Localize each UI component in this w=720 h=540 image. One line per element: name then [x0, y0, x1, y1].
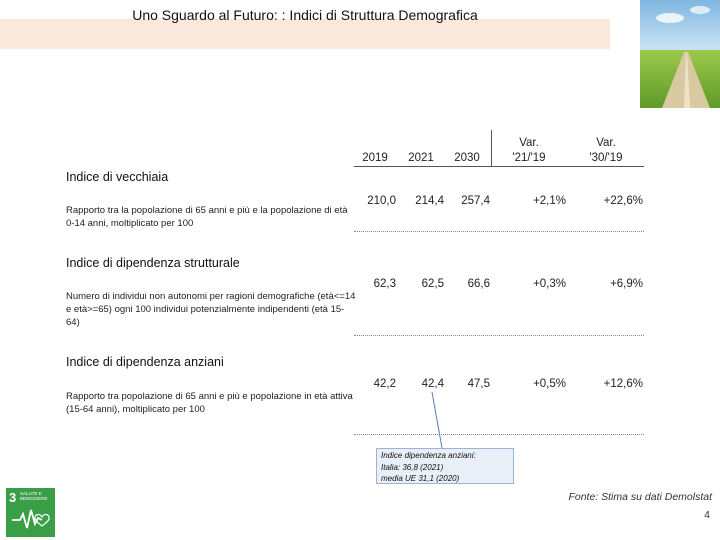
column-header-var-30-19-line1: Var. — [596, 137, 616, 149]
row-title-indice-vecchiaia: Indice di vecchiaia — [66, 170, 169, 184]
title-band — [0, 19, 610, 49]
column-header-2019: 2019 — [362, 152, 388, 164]
row-description-indice-vecchiaia: Rapporto tra la popolazione di 65 anni e… — [66, 205, 348, 229]
column-header-var-21-19-line2: '21/'19 — [512, 152, 546, 164]
heartbeat-icon — [12, 509, 50, 529]
value-cell: 210,0 — [367, 195, 396, 207]
header-rule — [354, 166, 644, 167]
row-title-indice-dipendenza-strutturale: Indice di dipendenza strutturale — [66, 256, 240, 270]
page-title: Uno Sguardo al Futuro: : Indici di Strut… — [132, 7, 478, 23]
value-cell: +2,1% — [533, 195, 566, 207]
callout-note: Indice dipendenza anziani: Italia: 36,8 … — [376, 448, 514, 484]
value-cell: 42,4 — [421, 378, 444, 390]
value-cell: +6,9% — [610, 278, 643, 290]
column-header-var-30-19: Var. '30/'19 — [578, 136, 634, 166]
row-description-indice-dipendenza-strutturale: Numero di individui non autonomi per rag… — [66, 291, 356, 328]
source-note: Fonte: Stima su dati Demolstat — [568, 491, 712, 503]
sdg-3-badge: 3 SALUTE E BENESSERE — [6, 488, 55, 537]
page-number: 4 — [704, 509, 710, 521]
value-cell: 62,5 — [421, 278, 444, 290]
road-landscape-image — [640, 0, 720, 108]
value-cell: +12,6% — [603, 378, 643, 390]
column-header-var-21-19-line1: Var. — [519, 137, 539, 149]
row-title-indice-dipendenza-anziani: Indice di dipendenza anziani — [66, 355, 224, 369]
row-divider — [354, 335, 644, 336]
header-separator — [491, 130, 492, 166]
column-header-var-21-19: Var. '21/'19 — [502, 136, 556, 166]
sdg-number: 3 — [9, 490, 17, 505]
callout-line-1: Indice dipendenza anziani: — [381, 451, 476, 460]
value-cell: 62,3 — [373, 278, 396, 290]
value-cell: 42,2 — [373, 378, 396, 390]
value-cell: +0,3% — [533, 278, 566, 290]
value-cell: 66,6 — [467, 278, 490, 290]
sdg-label: SALUTE E BENESSERE — [20, 491, 48, 501]
column-header-2030: 2030 — [454, 152, 480, 164]
row-description-indice-dipendenza-anziani: Rapporto tra popolazione di 65 anni e pi… — [66, 391, 353, 415]
value-cell: +0,5% — [533, 378, 566, 390]
value-cell: 47,5 — [467, 378, 490, 390]
column-header-2021: 2021 — [408, 152, 434, 164]
callout-line-2: Italia: 36,8 (2021) — [381, 462, 444, 472]
column-header-var-30-19-line2: '30/'19 — [589, 152, 623, 164]
value-cell: 214,4 — [415, 195, 444, 207]
value-cell: +22,6% — [603, 195, 643, 207]
callout-line-3: media UE 31,1 (2020) — [381, 474, 460, 483]
row-divider — [354, 434, 644, 435]
value-cell: 257,4 — [461, 195, 490, 207]
row-divider — [354, 231, 644, 232]
